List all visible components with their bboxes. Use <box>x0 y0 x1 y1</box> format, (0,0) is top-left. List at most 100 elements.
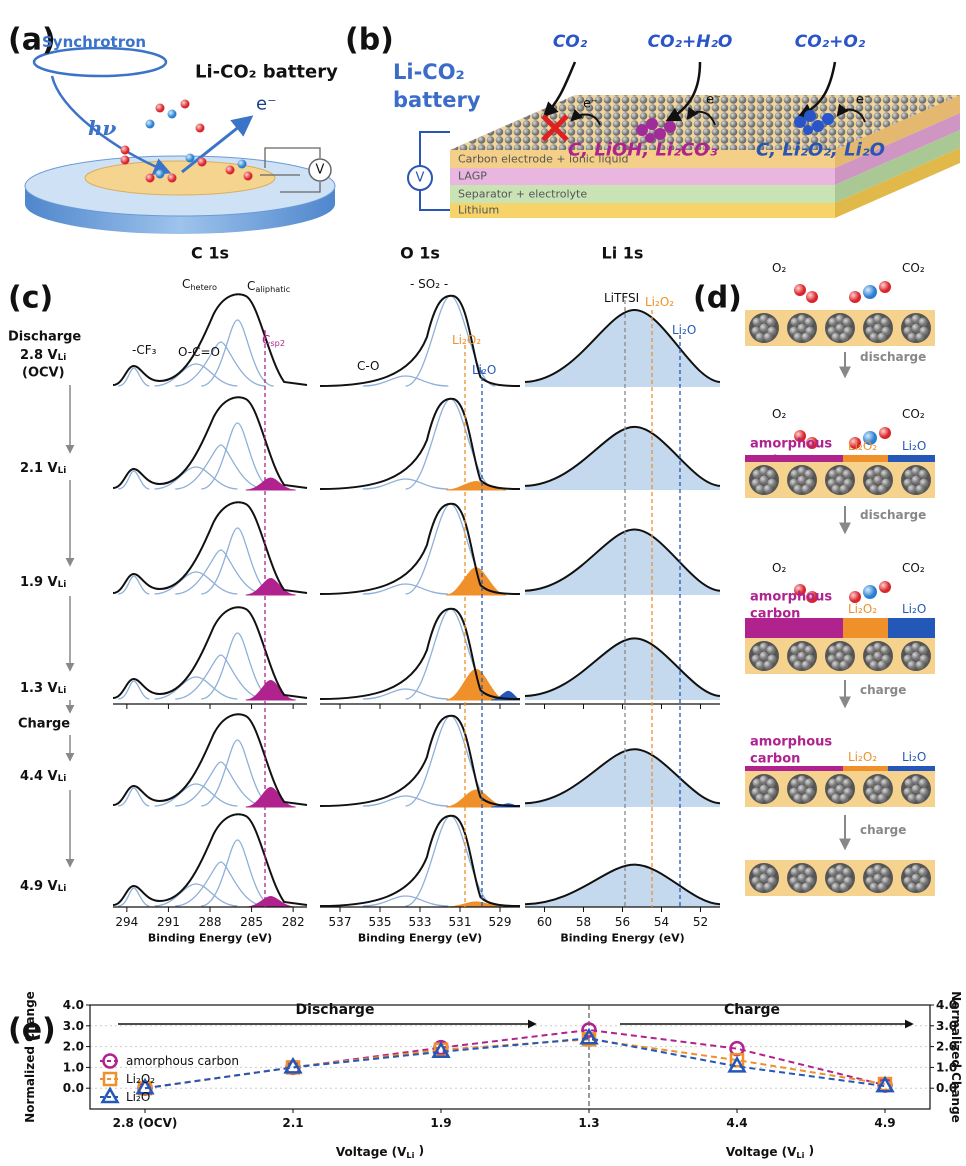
molecule-atom <box>156 104 165 113</box>
carbon-particle <box>916 661 925 670</box>
legend-label: amorphous carbon <box>126 1054 239 1068</box>
carbon-particle <box>767 868 776 877</box>
illustration-shape <box>822 113 834 125</box>
carbon-particle <box>840 883 849 892</box>
carbon-particle <box>794 883 803 892</box>
illustration-shape <box>636 124 648 136</box>
molecule-atom <box>226 166 235 175</box>
spectrum-curve <box>525 530 720 595</box>
carbon-particle <box>756 794 765 803</box>
carbon-particle <box>767 318 776 327</box>
carbon-particle <box>767 646 776 655</box>
meter-label: V <box>416 171 425 186</box>
column-title: O 1s <box>400 244 440 263</box>
spectrum <box>525 749 720 807</box>
row-label: 1.3 VLi <box>20 681 66 697</box>
molecule-atom <box>186 154 195 163</box>
carbon-particle <box>881 779 890 788</box>
annotation: Csp2 <box>262 333 285 348</box>
carbon-particle <box>870 661 879 670</box>
carbon-particle <box>908 661 917 670</box>
carbon-particle <box>870 485 879 494</box>
x-tick-label: 531 <box>449 915 472 929</box>
carbon-particle <box>836 476 845 485</box>
gas-label: O₂ <box>772 561 786 575</box>
carbon-particle <box>916 485 925 494</box>
x-axis-label-part: Voltage (V <box>726 1145 797 1159</box>
row-label-part: Li <box>58 774 67 784</box>
molecule-atom <box>806 291 818 303</box>
illustration-shape <box>646 118 658 130</box>
carbon-particle <box>764 485 773 494</box>
x-axis-label: Binding Energy (eV) <box>358 932 482 945</box>
source-label: Synchrotron <box>42 33 146 51</box>
spectrum <box>525 427 720 490</box>
molecule-atom <box>121 156 130 165</box>
panel-label: (c) <box>8 281 53 316</box>
legend-marker <box>103 1089 118 1102</box>
product-label: Li₂O₂ <box>848 750 877 764</box>
carbon-particle <box>881 318 890 327</box>
carbon-label: amorphous <box>750 590 832 605</box>
carbon-particle <box>760 785 769 794</box>
carbon-particle <box>843 470 852 479</box>
y2-axis-label: Normalized Change <box>949 991 963 1123</box>
carbon-particle <box>881 868 890 877</box>
product-label: C, Li₂O₂, Li₂O <box>756 140 885 161</box>
carbon-label: amorphous <box>750 735 832 750</box>
panel-title: Li-CO₂ <box>393 60 465 84</box>
layer-label: Carbon electrode + ionic liquid <box>458 153 629 166</box>
carbon-particle <box>874 785 883 794</box>
step-label: charge <box>860 823 906 837</box>
spectrum <box>320 609 520 700</box>
carbon-particle <box>836 652 845 661</box>
molecule-atom <box>156 170 165 179</box>
molecule-atom <box>879 281 891 293</box>
step-label: discharge <box>860 508 926 522</box>
carbon-particle <box>760 874 769 883</box>
annotation: Caliphatic <box>247 279 290 294</box>
carbon-particle <box>843 779 852 788</box>
carbon-particle <box>802 333 811 342</box>
gas-label: CO₂+H₂O <box>648 32 733 52</box>
layer <box>888 618 935 638</box>
carbon-particle <box>874 874 883 883</box>
illustration-shape <box>664 121 676 133</box>
annotation: O-C=O <box>178 345 220 359</box>
carbon-particle <box>760 324 769 333</box>
carbon-particle <box>756 883 765 892</box>
x-axis-label-part: Li <box>796 1150 804 1160</box>
x-tick-label: 54 <box>654 915 669 929</box>
molecule-atom <box>794 284 806 296</box>
row-label-part: Li <box>58 466 67 476</box>
carbon-particle <box>836 324 845 333</box>
phase-label: Discharge <box>8 330 81 345</box>
row-label-part: 2.1 V <box>20 461 58 476</box>
molecule-atom <box>168 110 177 119</box>
spectrum-curve <box>525 638 720 700</box>
carbon-particle <box>764 794 773 803</box>
x-tick-label: 1.9 <box>430 1116 451 1130</box>
x-axis-label: Binding Energy (eV) <box>148 932 272 945</box>
carbon-particle <box>919 868 928 877</box>
carbon-particle <box>843 868 852 877</box>
row-label: 4.4 VLi <box>20 769 66 785</box>
carbon-particle <box>802 883 811 892</box>
spectrum <box>525 530 720 595</box>
carbon-particle <box>756 485 765 494</box>
annotation: Li₂O₂ <box>645 295 674 309</box>
gas-label: CO₂ <box>902 407 925 421</box>
y-tick-label: 3.0 <box>63 1019 84 1033</box>
carbon-particle <box>874 652 883 661</box>
ocv-label: (OCV) <box>22 366 65 381</box>
illustration-shape <box>450 203 835 218</box>
annotation-part: C <box>247 279 255 293</box>
molecule-atom <box>146 174 155 183</box>
electron-label: e⁻ <box>856 93 871 108</box>
x-tick-label: 285 <box>240 915 263 929</box>
annotation: Discharge <box>296 1002 375 1018</box>
molecule-atom <box>244 172 253 181</box>
illustration-shape <box>804 110 816 122</box>
spectrum-curve <box>246 579 296 596</box>
annotation-part: aliphatic <box>255 284 290 294</box>
